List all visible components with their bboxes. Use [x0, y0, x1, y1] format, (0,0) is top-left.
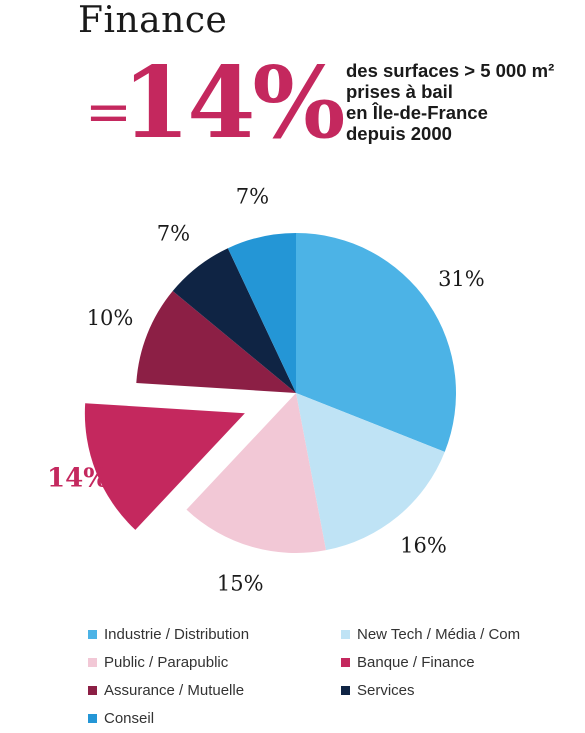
pie-label-new-tech-m-dia-com: 16%: [400, 534, 447, 558]
legend-item-conseil: Conseil: [88, 710, 154, 727]
legend-item-services: Services: [341, 682, 415, 699]
legend-label: Conseil: [104, 710, 155, 727]
legend-swatch: [88, 658, 97, 667]
pie-slice-public-parapublic: [186, 393, 326, 554]
legend-swatch: [88, 630, 97, 639]
legend-item-industrie-distribution: Industrie / Distribution: [88, 626, 249, 643]
legend-label: Public / Parapublic: [104, 654, 229, 671]
headline-percentage: 14%: [122, 46, 345, 161]
legend-label: Banque / Finance: [357, 654, 475, 671]
legend-item-assurance-mutuelle: Assurance / Mutuelle: [88, 682, 244, 699]
legend-swatch: [341, 686, 350, 695]
pie-label-conseil: 7%: [236, 184, 269, 208]
pie-slice-new-tech-m-dia-com: [296, 393, 445, 551]
pie-label-industrie-distribution: 31%: [438, 267, 485, 291]
headline-description: des surfaces > 5 000 m² prises à bail en…: [346, 60, 585, 144]
legend-swatch: [341, 630, 350, 639]
equals-sign: =: [85, 80, 132, 145]
pie-label-public-parapublic: 15%: [217, 572, 264, 596]
pie-slice-banque-finance: [84, 403, 245, 530]
legend-swatch: [88, 686, 97, 695]
legend-label: Industrie / Distribution: [104, 626, 250, 643]
legend-label: New Tech / Média / Com: [357, 626, 521, 643]
description-line: prises à bail: [346, 81, 453, 102]
legend-label: Services: [357, 682, 415, 699]
legend-swatch: [341, 658, 350, 667]
pie-label-banque-finance: 14%: [47, 464, 108, 494]
description-line: en Île-de-France: [346, 102, 488, 123]
legend-item-new-tech-m-dia-com: New Tech / Média / Com: [341, 626, 520, 643]
pie-label-services: 7%: [157, 221, 190, 245]
legend-item-banque-finance: Banque / Finance: [341, 654, 475, 671]
pie-label-assurance-mutuelle: 10%: [87, 306, 134, 330]
description-line: des surfaces > 5 000 m²: [346, 60, 555, 81]
legend-item-public-parapublic: Public / Parapublic: [88, 654, 228, 671]
description-line: depuis 2000: [346, 123, 452, 144]
chart-title: Finance: [78, 0, 228, 41]
pie-slice-assurance-mutuelle: [136, 291, 296, 393]
pie-slice-services: [172, 248, 296, 393]
pie-slice-industrie-distribution: [296, 233, 456, 452]
legend-label: Assurance / Mutuelle: [104, 682, 245, 699]
legend-swatch: [88, 714, 97, 723]
pie-slice-conseil: [227, 233, 296, 393]
